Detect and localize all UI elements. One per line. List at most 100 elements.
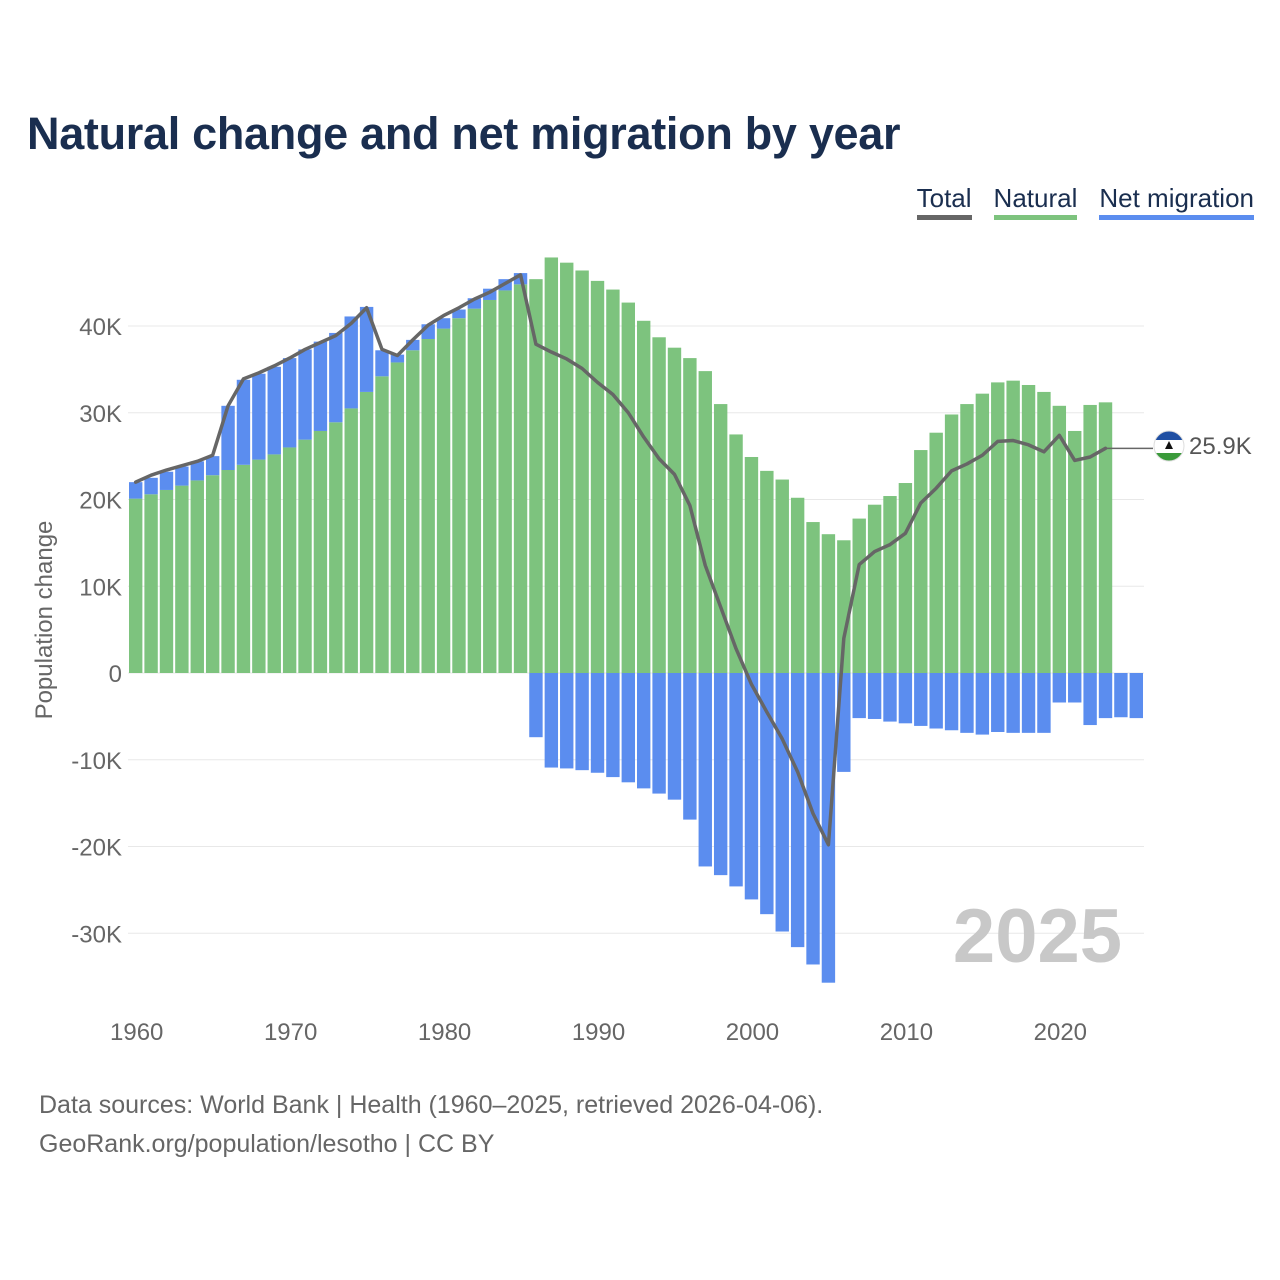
bar-net-migration [436, 318, 451, 329]
y-tick-label: -30K [71, 921, 122, 948]
legend-item-natural[interactable]: Natural [993, 183, 1078, 220]
bar-net-migration [159, 471, 174, 490]
footer-credit: GeoRank.org/population/lesotho | CC BY [39, 1130, 495, 1158]
bar-natural [282, 447, 297, 673]
bar-natural [529, 279, 543, 673]
bar-net-migration [898, 673, 913, 724]
lesotho-flag-icon [1153, 430, 1185, 462]
bar-net-migration [790, 673, 805, 948]
bar-net-migration [1037, 673, 1051, 733]
bar-net-migration [606, 673, 620, 778]
bar-natural [329, 422, 343, 673]
bar-natural [252, 459, 266, 673]
bar-net-migration [914, 673, 928, 726]
bar-natural [744, 456, 759, 673]
bar-net-migration [1114, 673, 1128, 718]
bar-net-migration [467, 298, 482, 309]
gridlines [128, 325, 1144, 934]
bar-net-migration [713, 673, 728, 876]
chart-title: Natural change and net migration by year [27, 108, 901, 159]
bar-net-migration [144, 477, 158, 495]
bar-natural [267, 454, 281, 673]
bar-net-migration [190, 461, 204, 481]
bar-net-migration [313, 341, 328, 431]
bar-natural [621, 302, 635, 673]
bar-net-migration [529, 673, 543, 738]
bar-natural [775, 479, 789, 673]
bar-natural [837, 540, 851, 673]
bar-net-migration [975, 673, 990, 735]
bar-net-migration [390, 354, 405, 363]
bar-natural [313, 430, 328, 673]
bar-net-migration [344, 316, 358, 409]
bar-net-migration [683, 673, 697, 820]
bar-natural [513, 284, 528, 673]
bar-net-migration [929, 673, 943, 729]
bar-natural [806, 522, 820, 673]
bar-natural [560, 262, 574, 673]
bar-net-migration [575, 673, 589, 771]
bar-net-migration [775, 673, 789, 932]
bar-net-migration [205, 456, 220, 476]
bar-net-migration [406, 339, 420, 351]
bar-natural [406, 350, 420, 673]
axes: 40K 30K 20K 10K 0 -10K -20K -30K 1960 1970 1980 199… [71, 314, 1087, 1046]
bar-natural [575, 270, 589, 673]
bar-net-migration [1006, 673, 1020, 733]
bar-net-migration [744, 673, 759, 900]
bar-natural [683, 358, 697, 673]
bar-net-migration [175, 466, 189, 486]
legend: Total Natural Net migration [916, 183, 1254, 220]
bar-natural [1068, 430, 1082, 673]
bar-natural [1083, 404, 1097, 673]
x-tick-label: 1990 [572, 1019, 625, 1046]
bar-net-migration [944, 673, 959, 731]
bar-natural [498, 290, 512, 673]
bar-natural [1052, 405, 1067, 673]
bar-natural [221, 470, 235, 673]
bar-natural [590, 280, 605, 673]
bar-natural [344, 408, 358, 673]
y-axis-label: Population change [31, 521, 58, 720]
bar-net-migration [329, 332, 343, 423]
bar-natural [175, 485, 189, 673]
bar-natural [205, 475, 220, 673]
bar-natural [914, 450, 928, 673]
bar-natural [821, 534, 836, 673]
bar-net-migration [590, 673, 605, 773]
bar-natural [852, 518, 866, 673]
bar-natural [713, 404, 728, 673]
bar-natural [667, 347, 682, 673]
bar-net-migration [1083, 673, 1097, 726]
bar-natural [421, 339, 435, 673]
legend-item-total[interactable]: Total [916, 183, 972, 220]
bar-net-migration [883, 673, 897, 722]
y-tick-label: 40K [79, 314, 122, 341]
bar-natural [698, 371, 712, 673]
bar-net-migration [452, 309, 466, 319]
y-tick-label: 30K [79, 401, 122, 428]
bar-natural [760, 470, 774, 673]
x-tick-label: 2000 [726, 1019, 779, 1046]
year-watermark: 2025 [953, 894, 1122, 979]
bar-net-migration [867, 673, 882, 719]
x-tick-label: 2010 [880, 1019, 933, 1046]
bar-natural [1098, 402, 1113, 673]
bar-natural [1021, 384, 1036, 673]
bar-natural [190, 480, 204, 673]
bar-net-migration [560, 673, 574, 769]
y-tick-label: -20K [71, 835, 122, 862]
bar-net-migration [267, 366, 281, 455]
bar-natural [298, 439, 312, 673]
bar-net-migration [1021, 673, 1036, 733]
bar-net-migration [236, 379, 251, 465]
bar-net-migration [1129, 673, 1143, 719]
legend-item-net-migration[interactable]: Net migration [1099, 183, 1254, 220]
footer: Data sources: World Bank | Health (1960–… [39, 1086, 823, 1164]
bar-natural [436, 328, 451, 673]
bar-natural [944, 414, 959, 673]
x-tick-label: 2020 [1034, 1019, 1087, 1046]
bar-natural [1006, 380, 1020, 673]
bar-net-migration [544, 673, 559, 768]
x-tick-label: 1980 [418, 1019, 471, 1046]
